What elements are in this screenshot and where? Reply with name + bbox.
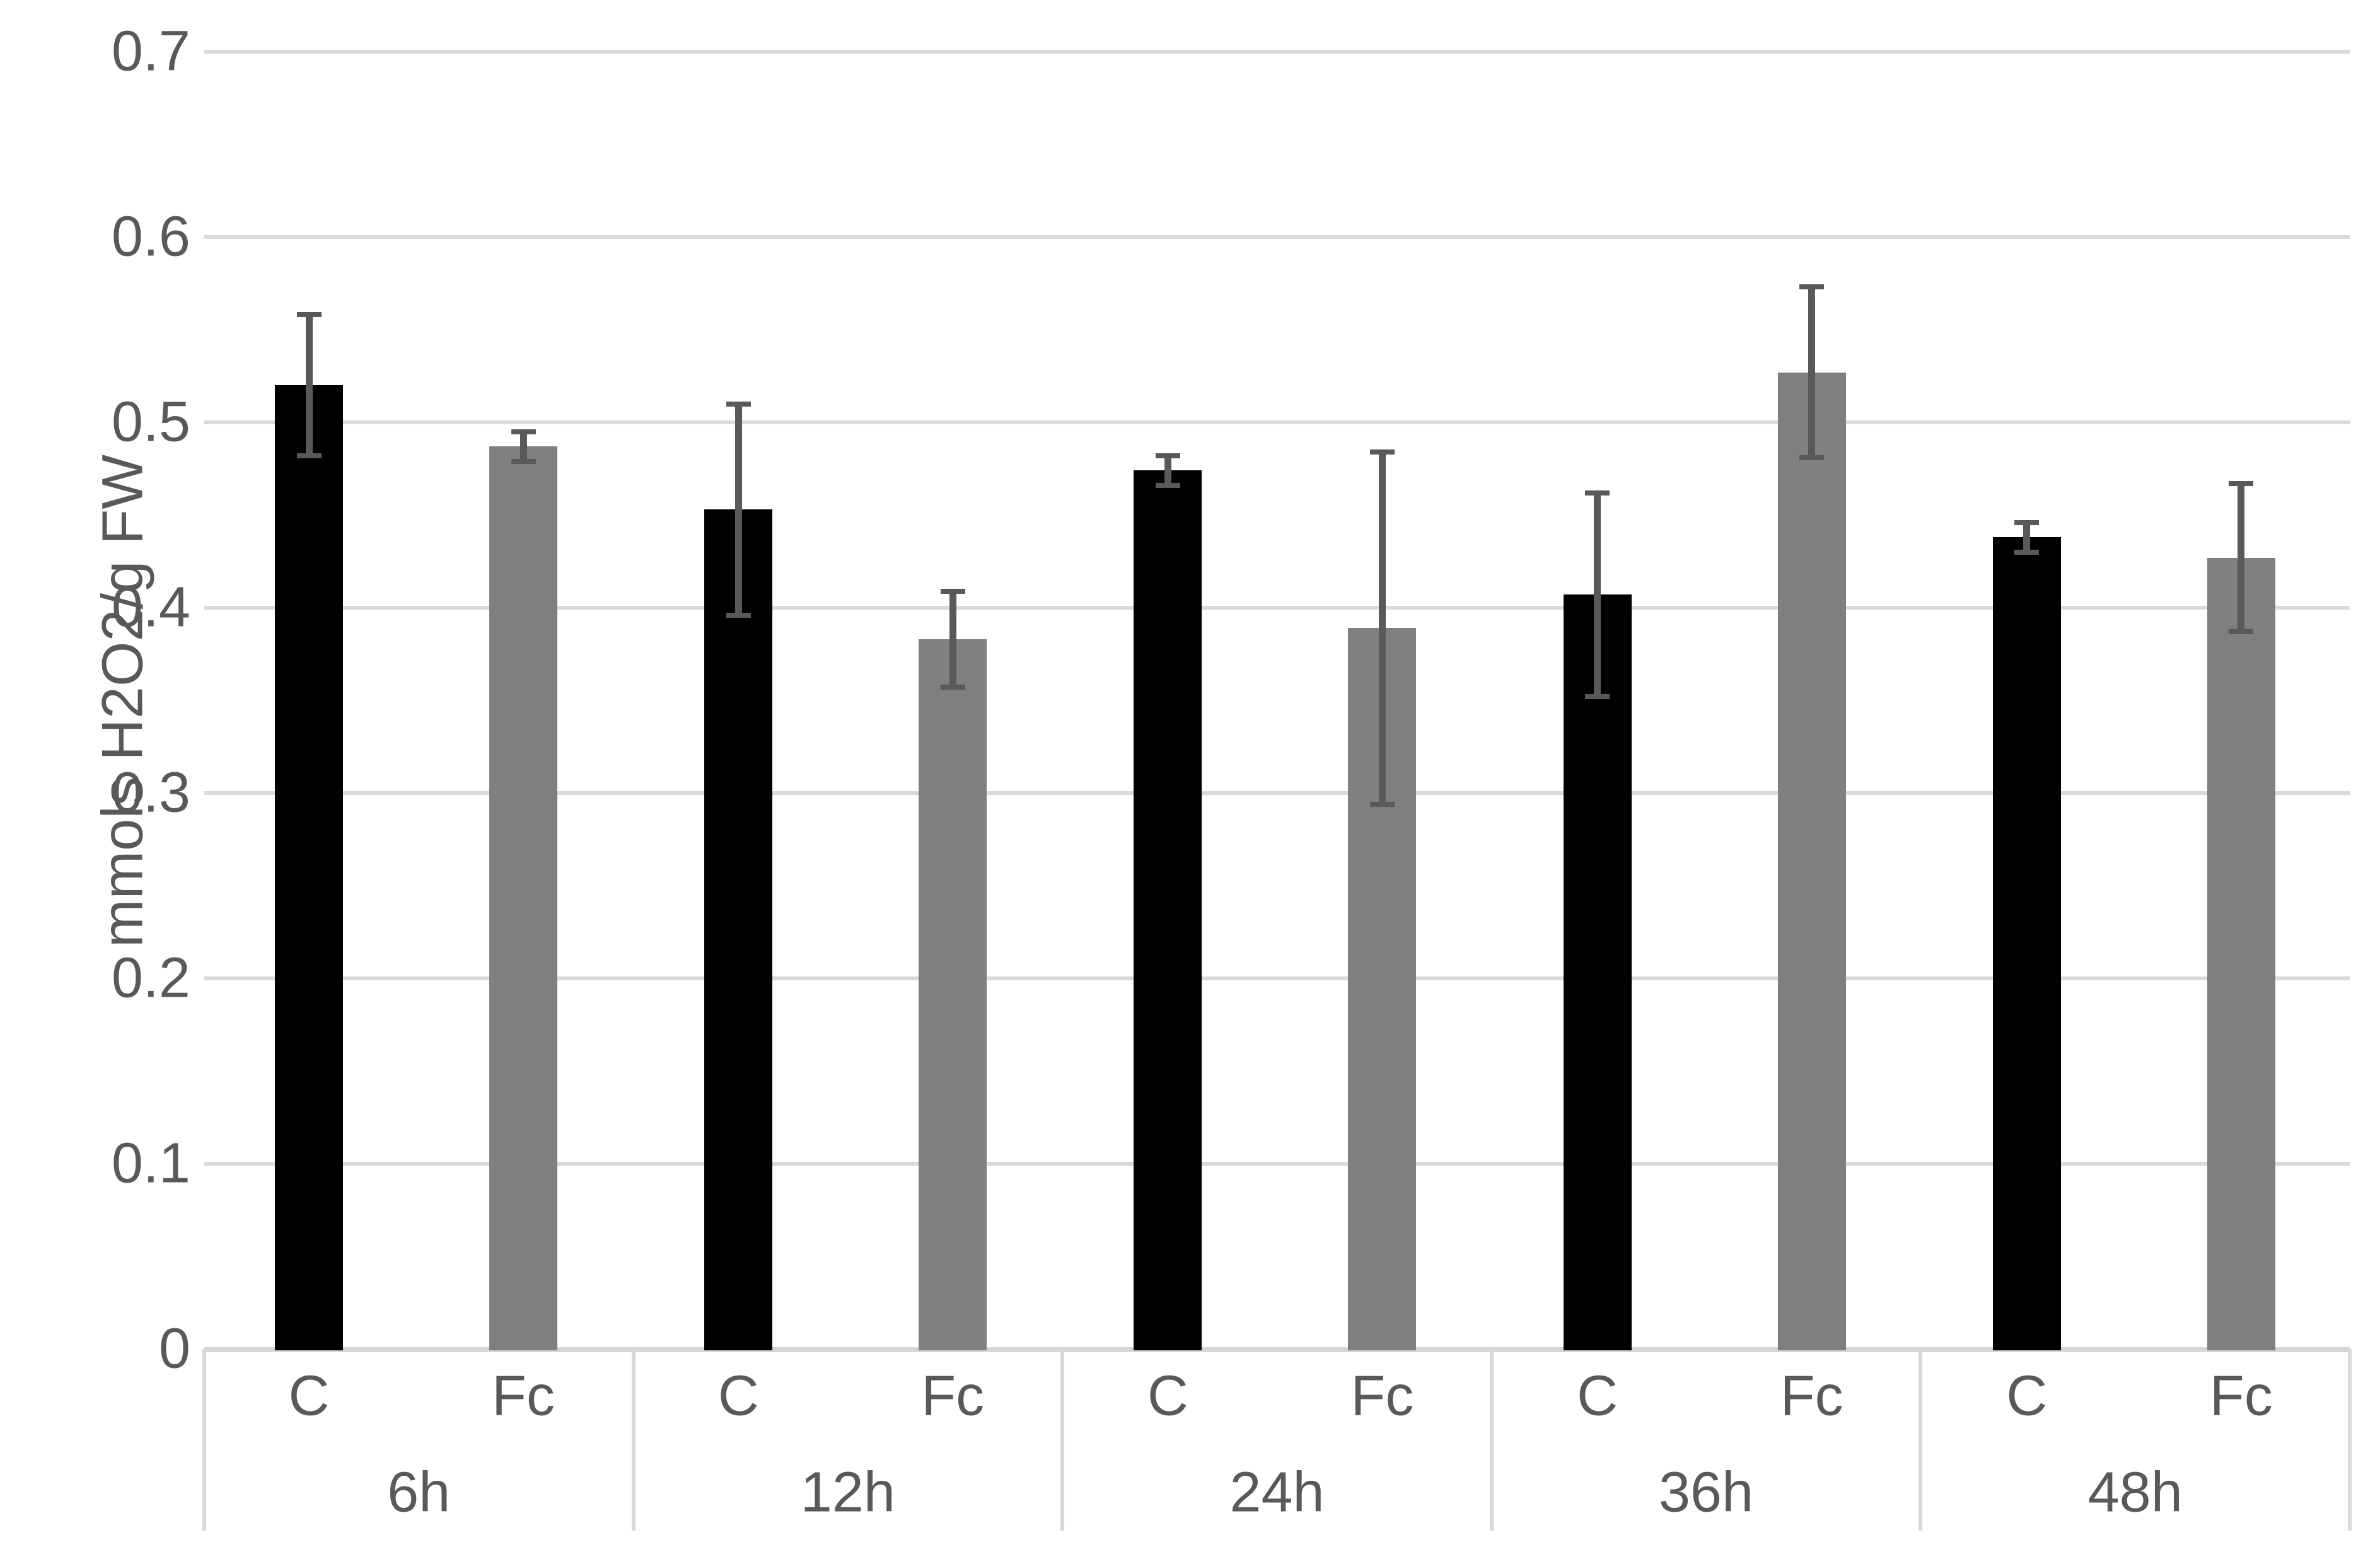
series-label-C-24h: C <box>1147 1364 1188 1428</box>
x-axis-line <box>204 1347 2350 1352</box>
error-cap-bottom-Fc-36h <box>1799 455 1825 460</box>
error-cap-top-C-24h <box>1155 453 1180 458</box>
error-cap-top-Fc-6h <box>511 429 536 434</box>
category-separator <box>1919 1349 1923 1531</box>
error-cap-top-Fc-24h <box>1369 449 1395 455</box>
category-separator <box>1489 1349 1494 1531</box>
series-label-Fc-6h: Fc <box>492 1364 555 1428</box>
bar-Fc-36h <box>1777 372 1846 1350</box>
bar-Fc-12h <box>919 639 987 1350</box>
series-label-Fc-36h: Fc <box>1780 1364 1843 1428</box>
error-bar-C-6h <box>305 315 313 456</box>
series-label-Fc-24h: Fc <box>1350 1364 1414 1428</box>
error-cap-bottom-Fc-6h <box>511 458 536 464</box>
y-axis-title: mmols H2O2/g FW <box>90 454 155 948</box>
gridline-0.6 <box>204 235 2350 239</box>
error-cap-bottom-C-6h <box>296 453 322 458</box>
error-cap-bottom-Fc-12h <box>940 685 965 690</box>
error-cap-top-Fc-12h <box>940 588 965 594</box>
y-tick-label-0.7: 0.7 <box>111 20 190 83</box>
gridline-0.5 <box>204 420 2350 424</box>
bar-C-48h <box>1992 537 2061 1350</box>
error-cap-bottom-Fc-24h <box>1369 801 1395 807</box>
series-label-Fc-12h: Fc <box>921 1364 985 1428</box>
category-separator <box>2348 1349 2352 1531</box>
error-cap-top-Fc-36h <box>1799 284 1825 290</box>
bar-C-36h <box>1563 594 1632 1350</box>
error-bar-Fc-36h <box>1808 287 1816 458</box>
error-cap-bottom-C-36h <box>1585 694 1610 700</box>
y-tick-label-0: 0 <box>158 1317 190 1381</box>
error-cap-bottom-Fc-48h <box>2229 629 2254 635</box>
error-cap-top-C-6h <box>296 312 322 318</box>
series-label-C-48h: C <box>2006 1364 2048 1428</box>
bar-Fc-48h <box>2207 557 2275 1350</box>
y-tick-label-0.4: 0.4 <box>111 576 190 639</box>
gridline-0.2 <box>204 977 2350 980</box>
category-label-36h: 36h <box>1659 1461 1754 1524</box>
series-label-C-36h: C <box>1577 1364 1618 1428</box>
error-cap-bottom-C-12h <box>726 612 751 618</box>
error-cap-top-C-48h <box>2014 519 2040 525</box>
series-label-Fc-48h: Fc <box>2209 1364 2273 1428</box>
gridline-0.3 <box>204 791 2350 795</box>
category-label-48h: 48h <box>2087 1461 2183 1524</box>
category-separator <box>1060 1349 1065 1531</box>
error-bar-Fc-6h <box>520 431 527 461</box>
bar-C-6h <box>275 385 343 1350</box>
error-cap-bottom-C-24h <box>1155 482 1180 488</box>
error-bar-Fc-12h <box>949 591 956 688</box>
y-tick-label-0.3: 0.3 <box>111 761 190 825</box>
gridline-0.1 <box>204 1162 2350 1166</box>
gridline-0.4 <box>204 606 2350 610</box>
bar-C-12h <box>704 509 773 1350</box>
error-bar-C-12h <box>734 403 742 615</box>
category-separator <box>202 1349 206 1531</box>
series-label-C-12h: C <box>717 1364 759 1428</box>
y-tick-label-0.6: 0.6 <box>111 205 190 269</box>
error-bar-Fc-48h <box>2238 484 2245 632</box>
category-label-6h: 6h <box>387 1461 451 1524</box>
error-cap-bottom-C-48h <box>2014 549 2040 555</box>
error-bar-C-36h <box>1594 492 1601 697</box>
error-bar-Fc-24h <box>1378 452 1386 804</box>
y-tick-label-0.1: 0.1 <box>111 1132 190 1195</box>
bar-C-24h <box>1134 470 1202 1350</box>
error-cap-top-Fc-48h <box>2229 481 2254 487</box>
gridline-0.7 <box>204 50 2350 54</box>
error-bar-C-48h <box>2023 522 2031 552</box>
category-label-24h: 24h <box>1229 1461 1325 1524</box>
bar-Fc-6h <box>489 446 557 1350</box>
error-cap-top-C-36h <box>1585 490 1610 496</box>
y-tick-label-0.5: 0.5 <box>111 390 190 454</box>
error-cap-top-C-12h <box>726 401 751 407</box>
category-separator <box>631 1349 636 1531</box>
y-tick-label-0.2: 0.2 <box>111 946 190 1010</box>
category-label-12h: 12h <box>800 1461 895 1524</box>
error-bar-C-24h <box>1164 455 1171 485</box>
series-label-C-6h: C <box>288 1364 330 1428</box>
